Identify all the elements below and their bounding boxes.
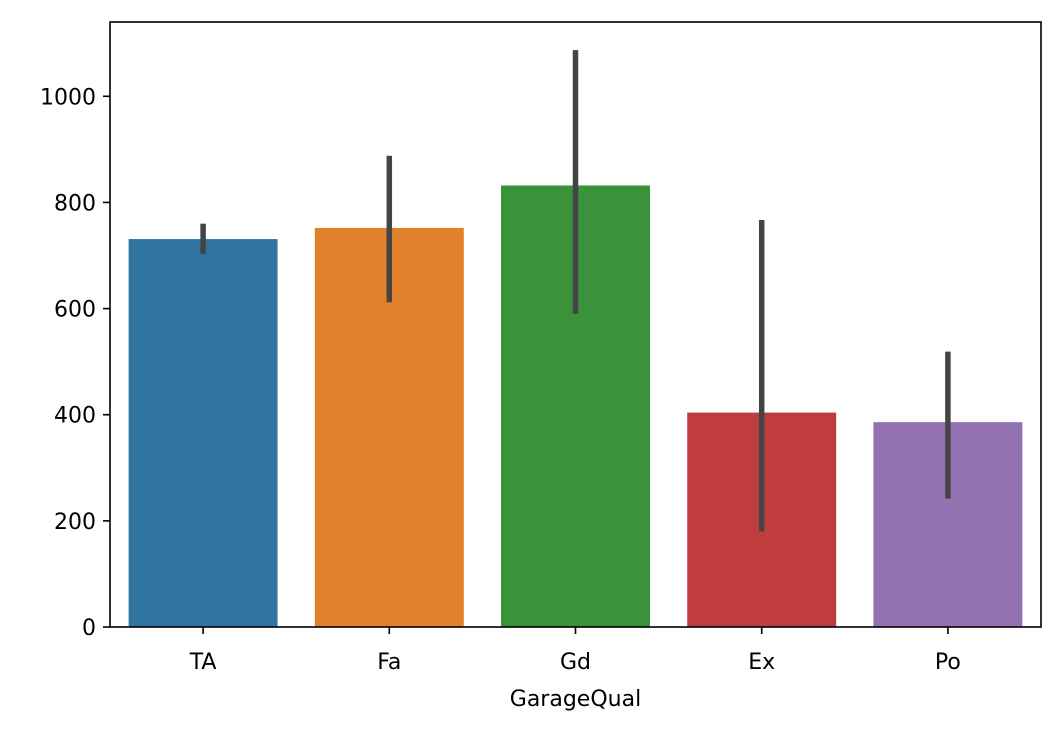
y-axis: 0 200 400 600 800 1000	[40, 85, 110, 641]
y-tick-label: 1000	[40, 85, 96, 110]
y-tick-label: 0	[82, 616, 96, 641]
x-tick-label: Po	[935, 650, 961, 675]
x-axis-label: GarageQual	[510, 687, 641, 712]
x-tick-label: Fa	[377, 650, 401, 675]
x-tick-label: TA	[189, 650, 217, 675]
x-tick-label: Ex	[748, 650, 775, 675]
y-tick-label: 200	[54, 510, 96, 535]
x-tick-label: Gd	[560, 650, 591, 675]
y-tick-label: 800	[54, 191, 96, 216]
y-tick-label: 600	[54, 298, 96, 323]
y-tick-label: 400	[54, 404, 96, 429]
error-bars-layer	[200, 50, 951, 532]
bar-ta	[128, 239, 278, 628]
x-axis: TA Fa Gd Ex Po	[189, 627, 961, 675]
